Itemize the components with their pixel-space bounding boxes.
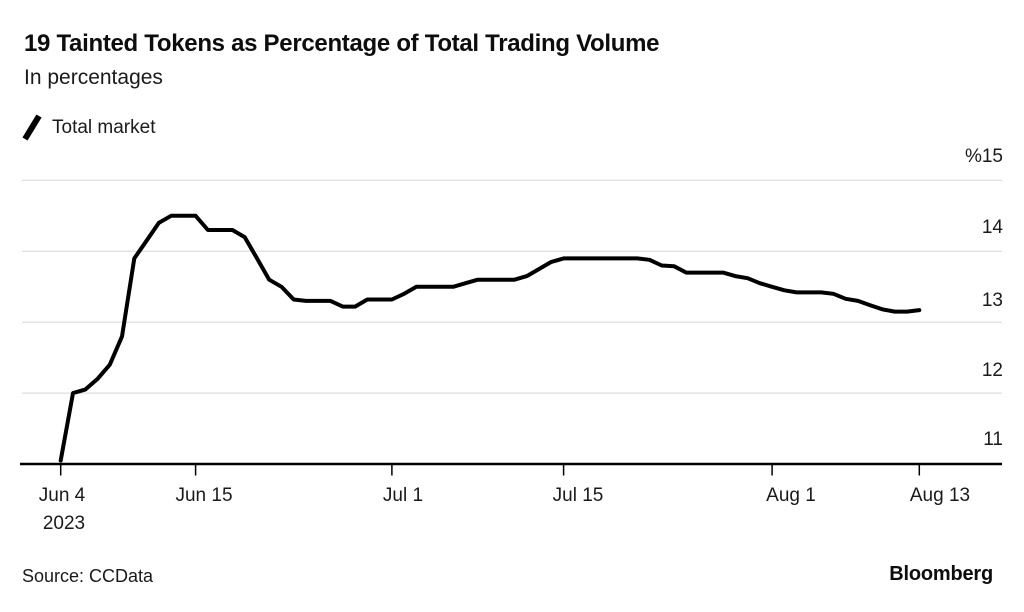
legend-label-total-market: Total market bbox=[52, 116, 156, 138]
x-axis-label-aug1: Aug 1 bbox=[766, 485, 816, 506]
y-axis-label-15: %15 bbox=[964, 146, 1003, 167]
chart-title: 19 Tainted Tokens as Percentage of Total… bbox=[24, 30, 660, 57]
y-axis-label-13: 13 bbox=[981, 290, 1003, 311]
source-credit: Source: CCData bbox=[22, 566, 154, 586]
chart-subtitle: In percentages bbox=[24, 66, 163, 89]
x-axis-label-jun15: Jun 15 bbox=[175, 485, 233, 506]
y-axis-label-14: 14 bbox=[981, 217, 1003, 238]
y-axis-label-12: 12 bbox=[981, 360, 1003, 381]
bloomberg-logo: Bloomberg bbox=[889, 563, 993, 585]
x-axis-label-aug13: Aug 13 bbox=[909, 485, 971, 506]
x-axis-label-jun4: Jun 4 bbox=[38, 485, 86, 506]
x-axis-label-year: 2023 bbox=[42, 513, 86, 534]
total-market-line bbox=[58, 213, 922, 463]
legend: Total market bbox=[22, 114, 155, 141]
x-axis-label-jul1: Jul 1 bbox=[382, 485, 424, 506]
y-axis-label-11: 11 bbox=[983, 429, 1003, 450]
slash-mark-icon bbox=[22, 114, 42, 141]
x-axis-label-jul15: Jul 15 bbox=[552, 485, 604, 506]
